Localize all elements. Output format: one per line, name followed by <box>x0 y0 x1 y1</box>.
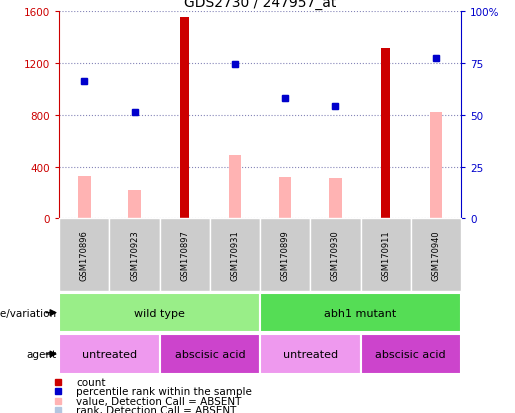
Bar <box>59 335 160 374</box>
Text: percentile rank within the sample: percentile rank within the sample <box>76 387 252 396</box>
Bar <box>360 335 461 374</box>
Text: rank, Detection Call = ABSENT: rank, Detection Call = ABSENT <box>76 405 236 413</box>
Bar <box>210 219 260 291</box>
Text: GSM170931: GSM170931 <box>231 230 239 280</box>
Text: GSM170899: GSM170899 <box>281 230 289 280</box>
Bar <box>279 178 291 219</box>
Bar <box>260 335 360 374</box>
Bar <box>310 219 360 291</box>
Bar <box>180 17 190 219</box>
Bar <box>128 190 141 219</box>
Bar <box>78 176 91 219</box>
Text: untreated: untreated <box>283 349 338 359</box>
Bar <box>430 113 442 219</box>
Bar <box>260 293 461 332</box>
Bar <box>360 219 410 291</box>
Bar <box>329 179 341 219</box>
Text: agent: agent <box>27 349 57 359</box>
Bar <box>160 335 260 374</box>
Bar <box>411 219 461 291</box>
Text: count: count <box>76 377 106 387</box>
Title: GDS2730 / 247957_at: GDS2730 / 247957_at <box>184 0 336 10</box>
Bar <box>229 156 241 219</box>
Text: wild type: wild type <box>134 308 185 318</box>
Text: untreated: untreated <box>82 349 137 359</box>
Text: GSM170923: GSM170923 <box>130 230 139 280</box>
Bar <box>381 49 390 219</box>
Text: GSM170911: GSM170911 <box>381 230 390 280</box>
Bar <box>59 219 109 291</box>
Text: GSM170940: GSM170940 <box>432 230 440 280</box>
Text: genotype/variation: genotype/variation <box>0 308 57 318</box>
Bar <box>59 293 260 332</box>
Bar <box>260 219 310 291</box>
Text: abh1 mutant: abh1 mutant <box>324 308 397 318</box>
Text: value, Detection Call = ABSENT: value, Detection Call = ABSENT <box>76 396 242 406</box>
Text: GSM170896: GSM170896 <box>80 230 89 280</box>
Text: GSM170930: GSM170930 <box>331 230 340 280</box>
Bar <box>160 219 210 291</box>
Text: abscisic acid: abscisic acid <box>375 349 446 359</box>
Text: abscisic acid: abscisic acid <box>175 349 245 359</box>
Text: GSM170897: GSM170897 <box>180 230 189 280</box>
Bar <box>109 219 160 291</box>
